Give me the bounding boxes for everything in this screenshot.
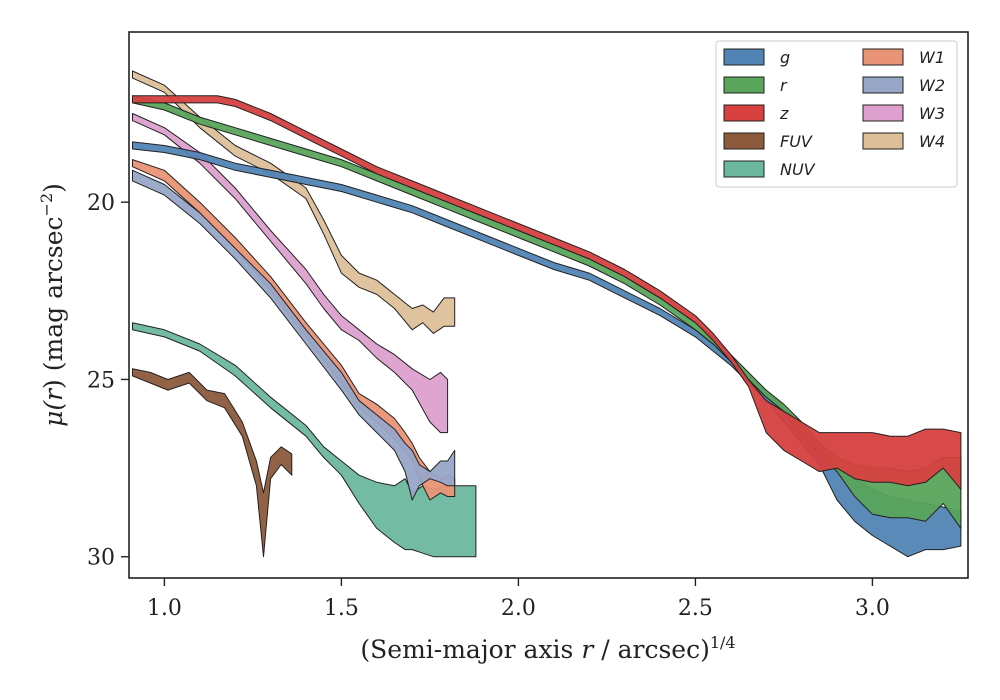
legend-swatch-w1	[862, 48, 904, 66]
legend-swatch-w4	[862, 132, 904, 150]
x-tick-label: 3.0	[855, 596, 890, 621]
y-tick-label: 30	[87, 546, 115, 571]
plot-frame	[128, 31, 969, 579]
x-tick-label: 1.0	[147, 596, 182, 621]
legend-swatch-fuv	[723, 132, 765, 150]
x-axis-label: (Semi-major axis r / arcsec)1/4	[360, 633, 735, 664]
legend: grz FUV NUV W1 W2 W3 W4	[715, 40, 958, 188]
x-tick-label: 2.0	[501, 596, 536, 621]
legend-swatch-g	[723, 48, 765, 66]
y-axis-label: μ(r) (mag arcsec−2)	[37, 183, 68, 427]
legend-swatch-w3	[862, 104, 904, 122]
series-band-w2	[132, 169, 456, 501]
legend-label-w2: W2	[919, 76, 945, 95]
legend-label-fuv: FUV	[780, 132, 813, 151]
legend-label-w3: W3	[919, 104, 945, 123]
legend-swatch-z	[723, 104, 765, 122]
series-layer	[132, 70, 962, 558]
series-band-z	[132, 95, 962, 490]
series-band-w3	[132, 113, 449, 434]
y-tick-label: 25	[87, 368, 115, 393]
legend-label-w1: W1	[919, 48, 945, 67]
x-tick-label: 1.5	[324, 596, 359, 621]
legend-label-r: r	[780, 76, 788, 95]
legend-label-w4: W4	[919, 132, 945, 151]
legend-label-z: z	[779, 104, 789, 123]
legend-swatch-r	[723, 76, 765, 94]
legend-swatch-nuv	[723, 160, 765, 178]
y-tick-label: 20	[87, 191, 115, 216]
legend-swatch-w2	[862, 76, 904, 94]
series-band-fuv	[132, 368, 293, 558]
x-axis-ticks: 1.0 1.5 2.0 2.5 3.0	[147, 578, 890, 621]
x-tick-label: 2.5	[678, 596, 713, 621]
series-band-nuv	[132, 322, 477, 558]
y-axis-ticks: 20 25 30	[87, 191, 129, 571]
legend-label-g: g	[780, 48, 790, 67]
legend-label-nuv: NUV	[780, 160, 816, 179]
series-band-w4	[132, 70, 456, 334]
